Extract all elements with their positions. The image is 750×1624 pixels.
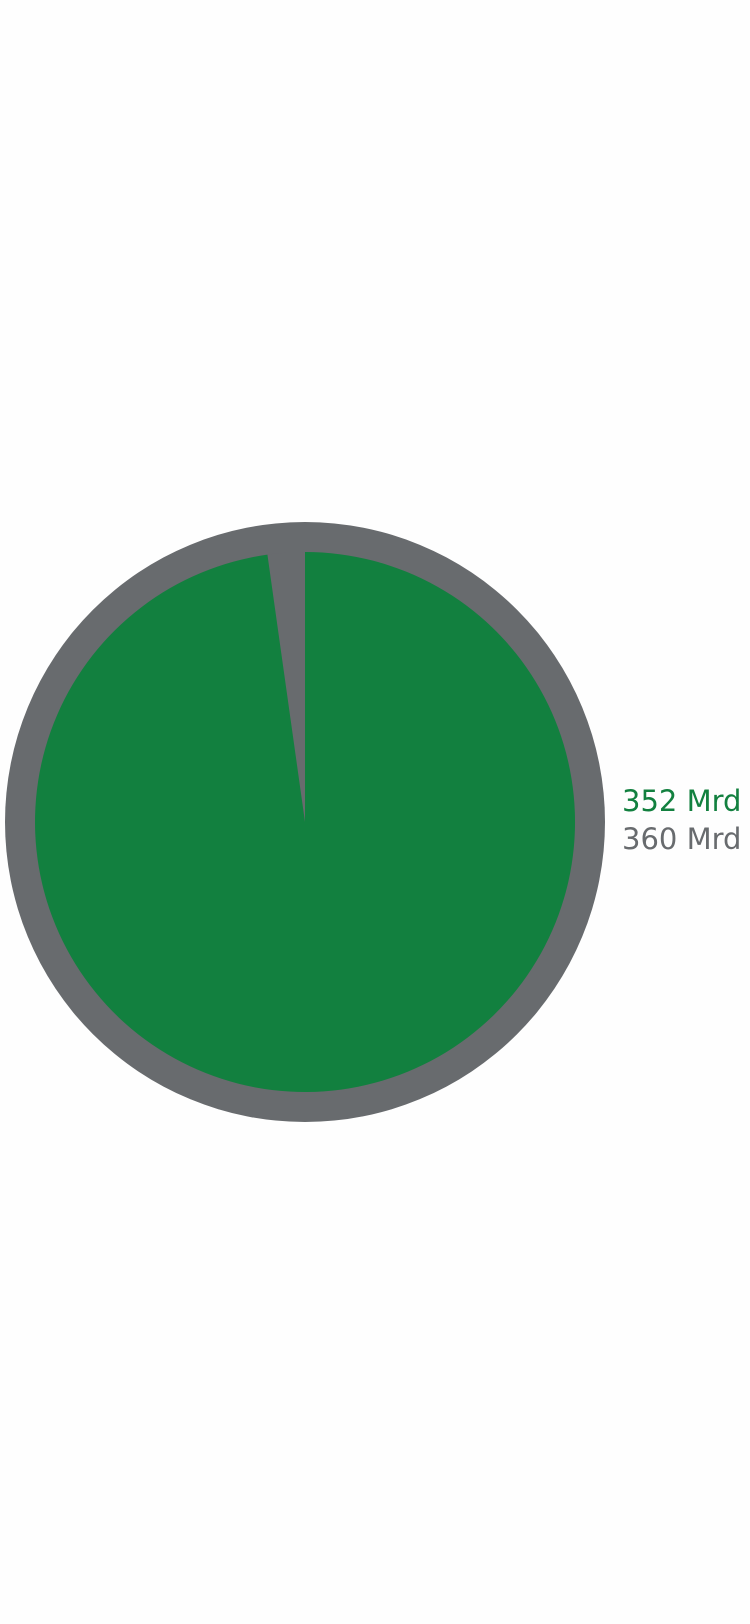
legend: 352 Mrd 360 Mrd [622, 782, 741, 858]
total-value-label: 360 Mrd [622, 822, 742, 856]
value-slice [35, 552, 576, 1092]
primary-value-label: 352 Mrd [622, 784, 742, 818]
